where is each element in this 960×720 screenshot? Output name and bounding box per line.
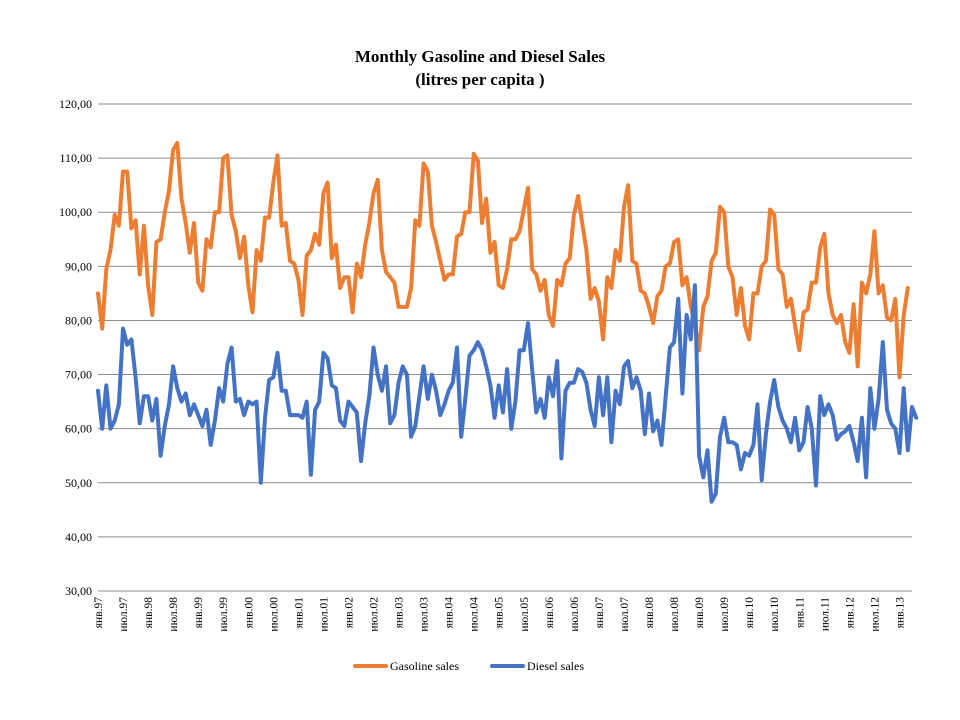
legend-diesel: Diesel sales — [490, 659, 584, 673]
y-axis-ticks: 30,00 40,00 50,00 60,00 70,00 80,00 90,00 100,0… — [59, 97, 92, 598]
x-axis-ticks: янв.97 июл.97 янв.98 июл.98 янв.99 июл.99 янв.… — [93, 597, 906, 632]
x-tick-label: янв.07 — [594, 597, 606, 628]
x-tick-label: июл.05 — [519, 597, 531, 632]
chart-title: Monthly Gasoline and Diesel Sales — [355, 47, 606, 66]
x-tick-label: янв.05 — [494, 597, 506, 628]
x-tick-label: янв.12 — [844, 597, 856, 628]
legend-label: Gasoline sales — [390, 659, 459, 673]
y-tick-label: 30,00 — [65, 584, 92, 598]
legend: Gasoline sales Diesel sales — [353, 659, 584, 673]
y-tick-label: 120,00 — [59, 97, 92, 111]
x-tick-label: янв.03 — [394, 597, 406, 628]
x-tick-label: янв.02 — [343, 597, 355, 628]
y-tick-label: 40,00 — [65, 530, 92, 544]
x-tick-label: июл.02 — [369, 597, 381, 632]
x-tick-label: июл.11 — [819, 597, 831, 631]
x-tick-label: янв.00 — [243, 597, 255, 628]
x-tick-label: июл.07 — [619, 597, 631, 632]
x-tick-label: янв.08 — [644, 597, 656, 628]
x-tick-label: янв.11 — [794, 597, 806, 628]
y-tick-label: 80,00 — [65, 313, 92, 327]
series-lines — [96, 141, 919, 504]
y-tick-label: 60,00 — [65, 422, 92, 436]
x-tick-label: янв.13 — [894, 597, 906, 628]
x-tick-label: янв.98 — [143, 597, 155, 628]
y-tick-label: 70,00 — [65, 368, 92, 382]
chart-subtitle: (litres per capita ) — [415, 70, 544, 89]
x-tick-label: янв.97 — [93, 597, 105, 628]
x-tick-label: июл.98 — [168, 597, 180, 632]
x-tick-label: июл.01 — [318, 597, 330, 632]
y-tick-label: 90,00 — [65, 259, 92, 273]
legend-label: Diesel sales — [527, 659, 584, 673]
x-tick-label: июл.12 — [869, 597, 881, 632]
y-tick-label: 110,00 — [59, 151, 92, 165]
x-tick-label: июл.09 — [719, 597, 731, 632]
x-tick-label: янв.04 — [444, 597, 456, 628]
y-tick-label: 50,00 — [65, 476, 92, 490]
gasoline-series-line — [96, 141, 910, 380]
x-tick-label: янв.06 — [544, 597, 556, 628]
x-tick-label: янв.01 — [293, 597, 305, 628]
x-tick-label: июл.03 — [419, 597, 431, 632]
x-tick-label: янв.10 — [744, 597, 756, 628]
x-tick-label: янв.99 — [193, 597, 205, 628]
x-tick-label: июл.97 — [118, 597, 130, 632]
x-tick-label: июл.08 — [669, 597, 681, 632]
legend-gasoline: Gasoline sales — [353, 659, 459, 673]
y-tick-label: 100,00 — [59, 205, 92, 219]
diesel-series-line — [96, 283, 919, 504]
x-tick-label: июл.00 — [268, 597, 280, 632]
x-tick-label: июл.10 — [769, 597, 781, 632]
x-tick-label: янв.09 — [694, 597, 706, 628]
x-tick-label: июл.06 — [569, 597, 581, 632]
x-tick-label: июл.04 — [469, 597, 481, 632]
x-tick-label: июл.99 — [218, 597, 230, 632]
